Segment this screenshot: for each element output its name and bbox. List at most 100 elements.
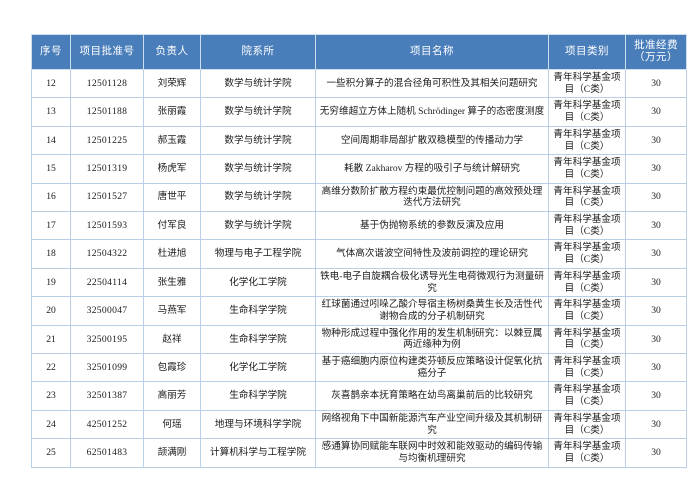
cell-seq: 17 (31, 211, 71, 241)
cell-fund: 30 (625, 324, 687, 355)
cell-category: 青年科学基金项目（C类） (548, 97, 626, 127)
cell-category: 青年科学基金项目（C类） (548, 267, 626, 298)
grant-table: 序号 项目批准号 负责人 院系所 项目名称 项目类别 批准经费 （万元） 12 1… (31, 34, 687, 468)
cell-fund: 30 (625, 211, 687, 241)
cell-seq: 25 (31, 438, 71, 468)
cell-seq: 23 (31, 381, 71, 411)
cell-project-title: 感通算协同赋能车联网中时效和能效驱动的编码传输与均衡机理研究 (315, 438, 549, 468)
cell-project-title: 物种形成过程中强化作用的发生机制研究：以棘豆属两近缘种为例 (315, 324, 549, 355)
cell-category: 青年科学基金项目（C类） (548, 409, 626, 440)
cell-owner: 刘荣辉 (143, 68, 201, 99)
cell-seq: 16 (31, 182, 71, 213)
cell-department: 物理与电子工程学院 (200, 239, 316, 269)
cell-project-code: 32500047 (70, 296, 144, 326)
column-header-department: 院系所 (200, 34, 316, 70)
cell-department: 化学化工学院 (200, 267, 316, 298)
column-header-owner: 负责人 (143, 34, 201, 70)
cell-category: 青年科学基金项目（C类） (548, 438, 626, 468)
cell-category: 青年科学基金项目（C类） (548, 125, 626, 156)
table-row: 22 32501099 包霞珍 化学化工学院 基于癌细胞内原位构建类芬顿反应策略设计促氧… (31, 353, 687, 383)
cell-project-title: 基于癌细胞内原位构建类芬顿反应策略设计促氧化抗癌分子 (315, 353, 549, 383)
cell-fund: 30 (625, 125, 687, 156)
cell-project-title: 铁电-电子自旋耦合极化诱导光生电荷微观行为测量研究 (315, 267, 549, 298)
cell-project-title: 高维分数阶扩散方程约束最优控制问题的高效预处理迭代方法研究 (315, 182, 549, 213)
cell-fund: 30 (625, 409, 687, 440)
cell-seq: 18 (31, 239, 71, 269)
cell-project-code: 12504322 (70, 239, 144, 269)
table-row: 16 12501527 唐世平 数学与统计学院 高维分数阶扩散方程约束最优控制问题的高效… (31, 182, 687, 213)
cell-project-code: 12501527 (70, 182, 144, 213)
cell-category: 青年科学基金项目（C类） (548, 211, 626, 241)
cell-fund: 30 (625, 97, 687, 127)
table-row: 15 12501319 杨虎军 数学与统计学院 耗散 Zakharov 方程的吸引子与统… (31, 154, 687, 184)
cell-owner: 赵祥 (143, 324, 201, 355)
cell-project-title: 气体高次谐波空间特性及波前调控的理论研究 (315, 239, 549, 269)
cell-department: 化学化工学院 (200, 353, 316, 383)
column-header-project-title: 项目名称 (315, 34, 549, 70)
table-header-row: 序号 项目批准号 负责人 院系所 项目名称 项目类别 批准经费 （万元） (31, 34, 687, 70)
cell-department: 生命科学学院 (200, 324, 316, 355)
cell-seq: 22 (31, 353, 71, 383)
cell-project-code: 32500195 (70, 324, 144, 355)
cell-project-title: 一些积分算子的混合径角可积性及其相关问题研究 (315, 68, 549, 99)
table-row: 20 32500047 马燕军 生命科学学院 红球菌通过吲哚乙酸介导宿主杨树桑黄生长及活… (31, 296, 687, 326)
table-body: 12 12501128 刘荣辉 数学与统计学院 一些积分算子的混合径角可积性及其相关问题… (31, 68, 687, 468)
cell-project-code: 12501225 (70, 125, 144, 156)
table-row: 19 22504114 张生雅 化学化工学院 铁电-电子自旋耦合极化诱导光生电荷微观行为… (31, 267, 687, 298)
cell-owner: 张生雅 (143, 267, 201, 298)
cell-project-code: 12501188 (70, 97, 144, 127)
cell-department: 计算机科学与工程学院 (200, 438, 316, 468)
table-row: 18 12504322 杜进旭 物理与电子工程学院 气体高次谐波空间特性及波前调控的理论… (31, 239, 687, 269)
table-row: 14 12501225 郝玉霞 数学与统计学院 空间周期非局部扩散双稳模型的传播动力学青… (31, 125, 687, 156)
cell-project-code: 32501387 (70, 381, 144, 411)
cell-seq: 19 (31, 267, 71, 298)
cell-project-title: 耗散 Zakharov 方程的吸引子与统计解研究 (315, 154, 549, 184)
cell-seq: 21 (31, 324, 71, 355)
cell-seq: 20 (31, 296, 71, 326)
cell-project-title: 红球菌通过吲哚乙酸介导宿主杨树桑黄生长及活性代谢物合成的分子机制研究 (315, 296, 549, 326)
cell-fund: 30 (625, 381, 687, 411)
cell-category: 青年科学基金项目（C类） (548, 381, 626, 411)
cell-department: 数学与统计学院 (200, 154, 316, 184)
cell-department: 数学与统计学院 (200, 211, 316, 241)
cell-project-code: 12501128 (70, 68, 144, 99)
cell-owner: 付军良 (143, 211, 201, 241)
column-header-fund-line2: （万元） (634, 52, 678, 63)
cell-project-code: 22504114 (70, 267, 144, 298)
cell-department: 数学与统计学院 (200, 125, 316, 156)
cell-category: 青年科学基金项目（C类） (548, 239, 626, 269)
cell-department: 数学与统计学院 (200, 68, 316, 99)
cell-owner: 唐世平 (143, 182, 201, 213)
cell-seq: 14 (31, 125, 71, 156)
cell-seq: 13 (31, 97, 71, 127)
column-header-category: 项目类别 (548, 34, 626, 70)
cell-project-title: 网络视角下中国新能源汽车产业空间升级及其机制研究 (315, 409, 549, 440)
column-header-seq: 序号 (31, 34, 71, 70)
cell-category: 青年科学基金项目（C类） (548, 182, 626, 213)
cell-fund: 30 (625, 68, 687, 99)
cell-owner: 张丽霞 (143, 97, 201, 127)
cell-seq: 24 (31, 409, 71, 440)
cell-owner: 颉满刚 (143, 438, 201, 468)
cell-category: 青年科学基金项目（C类） (548, 353, 626, 383)
cell-fund: 30 (625, 353, 687, 383)
cell-owner: 何瑶 (143, 409, 201, 440)
table-row: 23 32501387 高丽芳 生命科学学院 灰喜鹊亲本抚育策略在幼鸟离巢前后的比较研究… (31, 381, 687, 411)
cell-fund: 30 (625, 267, 687, 298)
cell-fund: 30 (625, 438, 687, 468)
cell-department: 地理与环境科学学院 (200, 409, 316, 440)
cell-category: 青年科学基金项目（C类） (548, 296, 626, 326)
cell-department: 生命科学学院 (200, 296, 316, 326)
cell-project-title: 基于伪抛物系统的参数反演及应用 (315, 211, 549, 241)
column-header-project-code: 项目批准号 (70, 34, 144, 70)
table-row: 17 12501593 付军良 数学与统计学院 基于伪抛物系统的参数反演及应用 青年科学基… (31, 211, 687, 241)
cell-category: 青年科学基金项目（C类） (548, 154, 626, 184)
cell-fund: 30 (625, 154, 687, 184)
cell-project-code: 42501252 (70, 409, 144, 440)
cell-project-code: 62501483 (70, 438, 144, 468)
cell-owner: 包霞珍 (143, 353, 201, 383)
cell-project-code: 12501593 (70, 211, 144, 241)
cell-department: 数学与统计学院 (200, 97, 316, 127)
table-row: 12 12501128 刘荣辉 数学与统计学院 一些积分算子的混合径角可积性及其相关问题… (31, 68, 687, 99)
